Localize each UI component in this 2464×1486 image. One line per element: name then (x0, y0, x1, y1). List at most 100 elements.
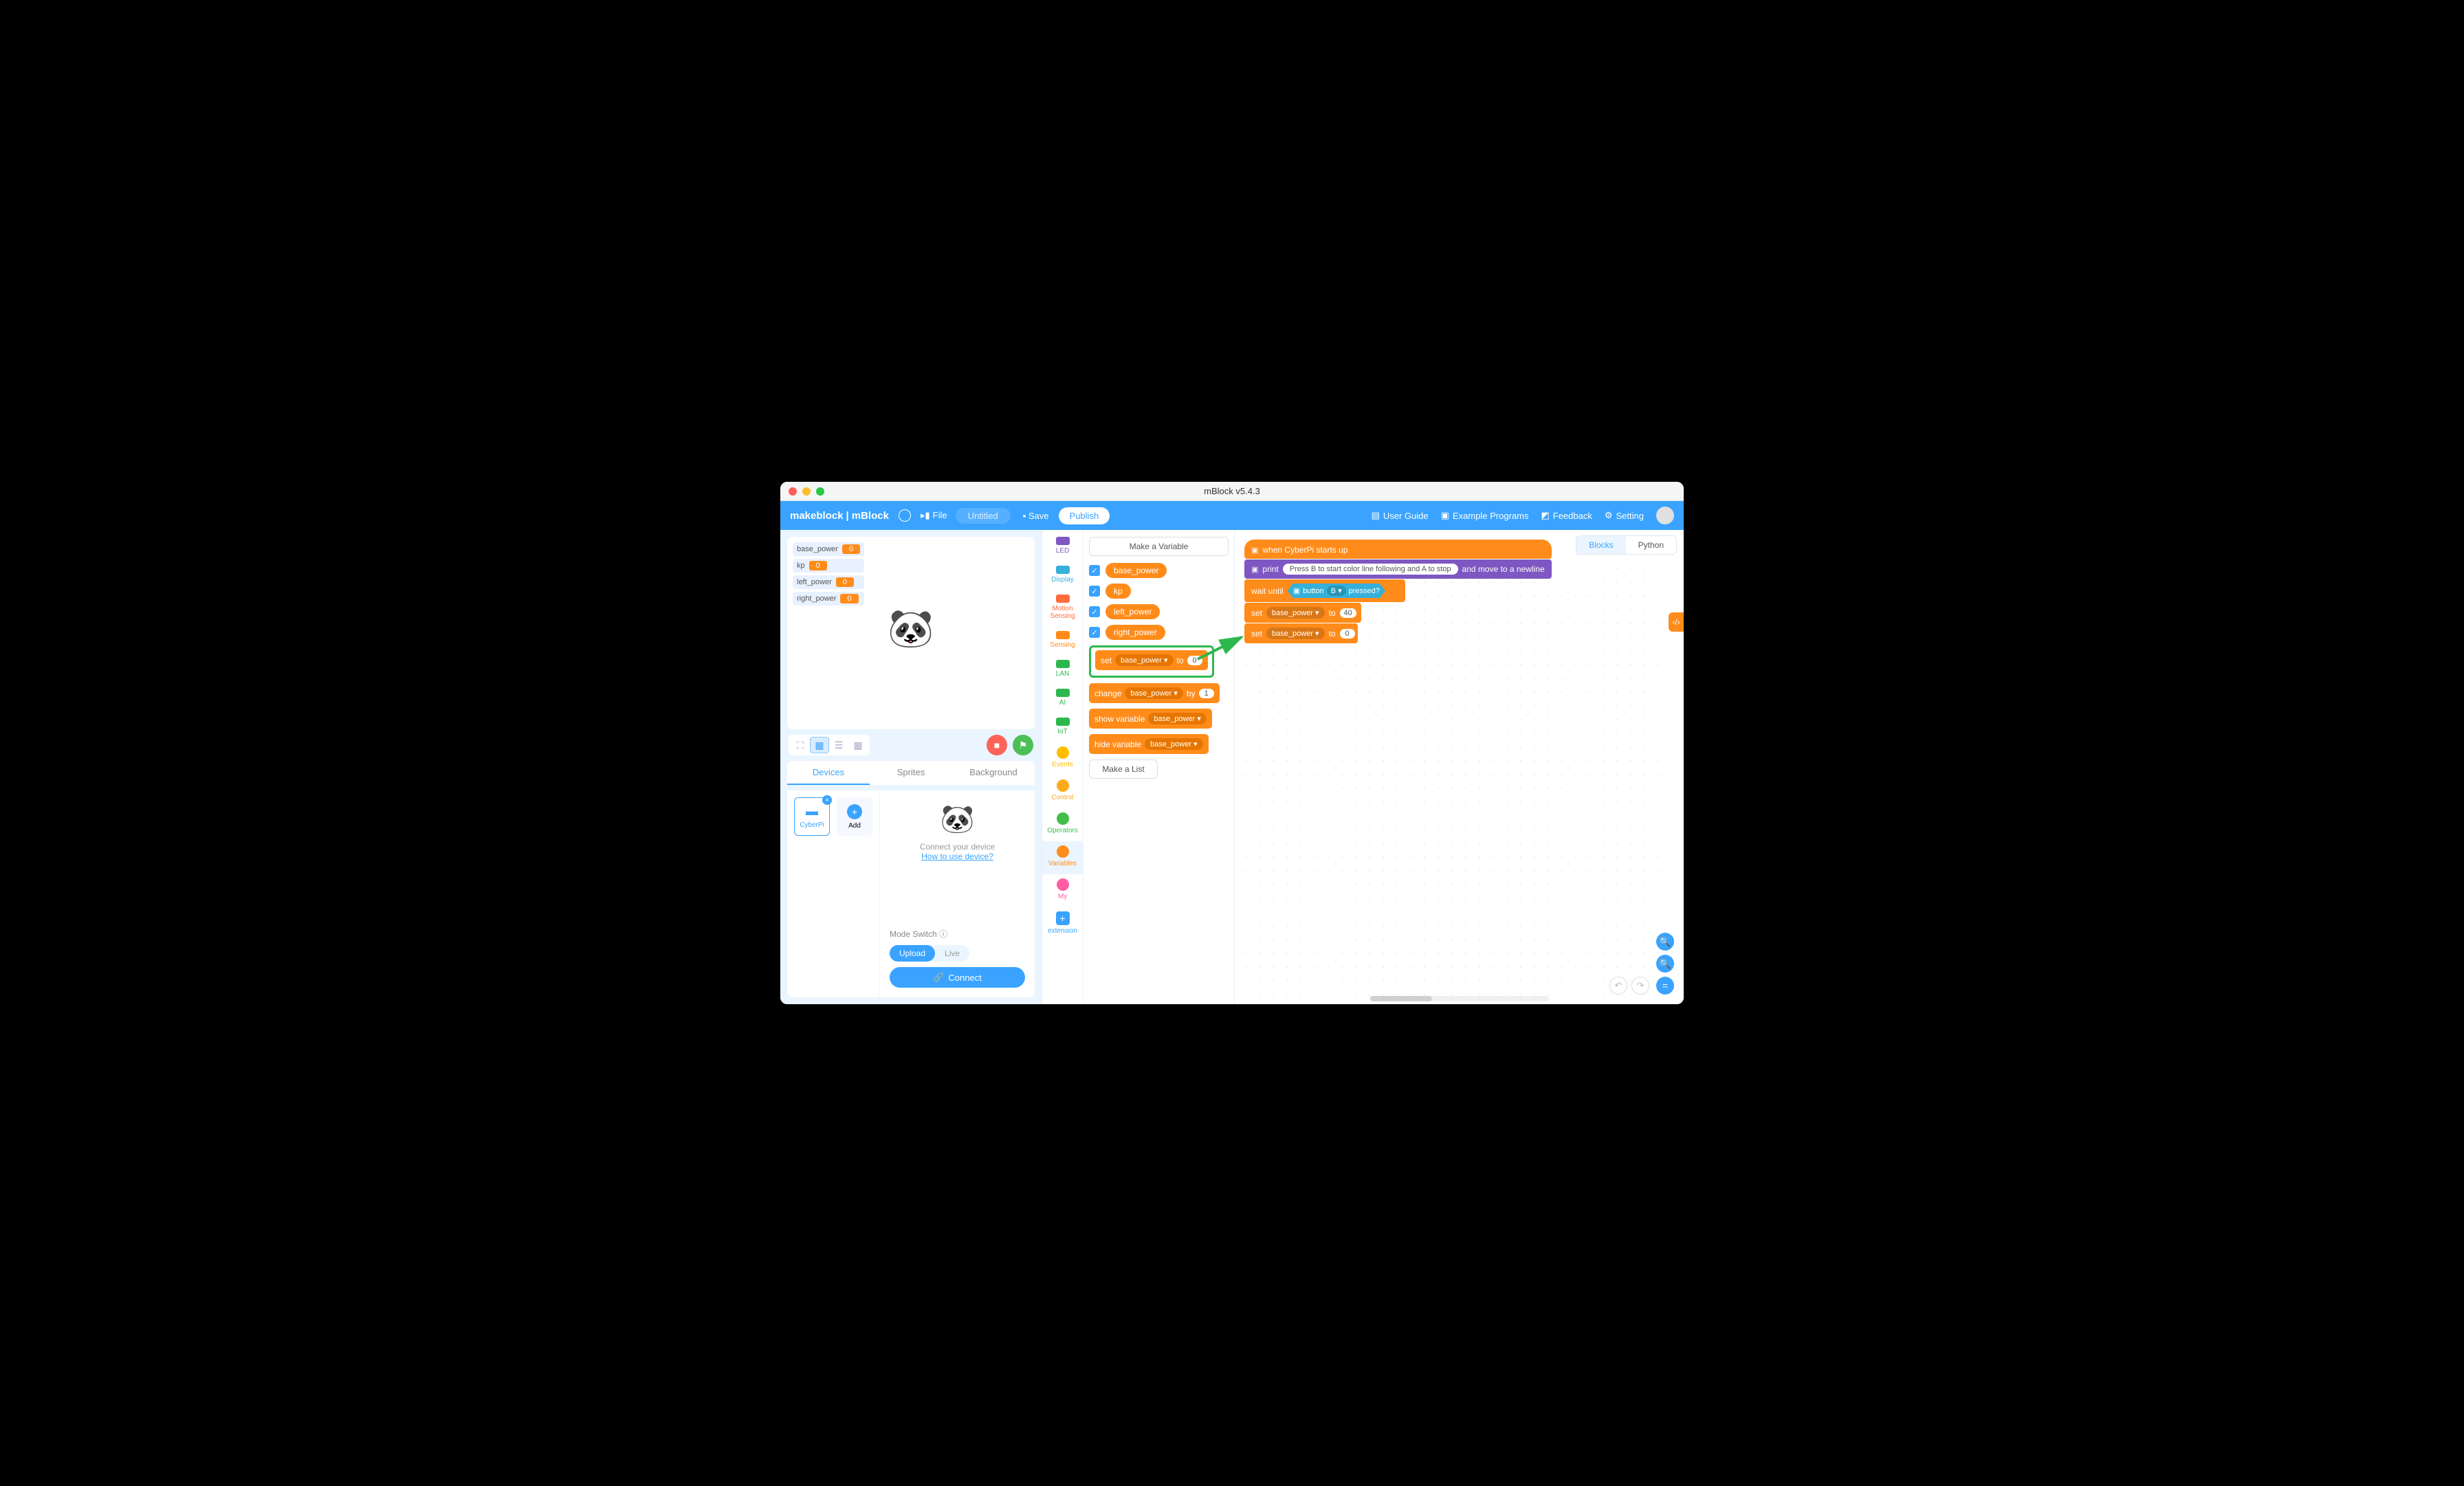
palette-var-row: ✓ left_power (1089, 604, 1229, 619)
hat-block[interactable]: ▣when CyberPi starts up (1244, 540, 1552, 559)
category-my[interactable]: My (1042, 874, 1083, 907)
feedback-link[interactable]: ◩Feedback (1541, 510, 1592, 521)
tab-blocks[interactable]: Blocks (1576, 536, 1625, 554)
setting-link[interactable]: ⚙Setting (1605, 510, 1644, 521)
close-icon[interactable] (789, 487, 797, 496)
blk-op: show variable (1094, 714, 1145, 724)
hide-variable-block[interactable]: hide variable base_power ▾ (1089, 734, 1209, 754)
var-monitor[interactable]: kp0 (793, 559, 864, 573)
var-pill[interactable]: base_power (1106, 563, 1167, 578)
tab-devices[interactable]: Devices (787, 761, 870, 785)
add-device-button[interactable]: + Add (837, 797, 872, 836)
category-motion-sensing[interactable]: Motion Sensing (1042, 590, 1083, 627)
connect-button[interactable]: 🔗Connect (890, 967, 1025, 988)
tab-sprites[interactable]: Sprites (870, 761, 952, 785)
checkbox-icon[interactable]: ✓ (1089, 565, 1100, 576)
fullscreen-icon[interactable]: ⛶ (791, 737, 810, 753)
category-events[interactable]: Events (1042, 742, 1083, 775)
checkbox-icon[interactable]: ✓ (1089, 627, 1100, 638)
view-normal-icon[interactable]: ▦ (810, 737, 829, 753)
make-list-button[interactable]: Make a List (1089, 759, 1158, 779)
examples-link[interactable]: ▣Example Programs (1441, 510, 1529, 521)
brand-makeblock: makeblock (790, 510, 844, 522)
user-guide-link[interactable]: ▤User Guide (1372, 510, 1429, 521)
checkbox-icon[interactable]: ✓ (1089, 586, 1100, 597)
wait-until-block[interactable]: wait until ▣ button B ▾ pressed? (1244, 579, 1405, 602)
blk-var-dropdown[interactable]: base_power ▾ (1266, 628, 1325, 639)
file-menu[interactable]: ▸▮File (921, 510, 947, 521)
category-ai[interactable]: AI (1042, 685, 1083, 713)
device-cyberpi[interactable]: × ▬ CyberPi (794, 797, 830, 836)
maximize-icon[interactable] (816, 487, 824, 496)
print-text-input[interactable]: Press B to start color line following an… (1283, 564, 1458, 575)
blk-op: set (1101, 656, 1112, 665)
show-variable-block[interactable]: show variable base_power ▾ (1089, 709, 1212, 729)
category-label: Events (1052, 761, 1073, 768)
minimize-icon[interactable] (802, 487, 811, 496)
code-drawer-toggle[interactable]: ‹/› (1669, 612, 1684, 632)
blk-value-input[interactable]: 1 (1199, 689, 1214, 698)
mode-toggle[interactable]: Upload Live (890, 945, 969, 962)
category-color-icon (1057, 812, 1069, 825)
blk-var-dropdown[interactable]: base_power ▾ (1266, 607, 1325, 619)
extension-button[interactable]: +extension (1042, 907, 1083, 942)
make-variable-button[interactable]: Make a Variable (1089, 537, 1229, 556)
avatar[interactable] (1656, 507, 1674, 524)
button-pressed-condition[interactable]: ▣ button B ▾ pressed? (1288, 584, 1385, 598)
sprite-panda[interactable]: 🐼 (888, 608, 934, 651)
var-monitor[interactable]: right_power0 (793, 592, 864, 606)
change-variable-block[interactable]: change base_power ▾ by 1 (1089, 683, 1220, 703)
view-grid-icon[interactable]: ▦ (848, 737, 868, 753)
category-lan[interactable]: LAN (1042, 656, 1083, 685)
block-canvas[interactable]: ▣when CyberPi starts up ▣ print Press B … (1235, 530, 1684, 1004)
category-variables[interactable]: Variables (1042, 841, 1083, 874)
tab-background[interactable]: Background (952, 761, 1035, 785)
category-led[interactable]: LED (1042, 533, 1083, 562)
category-display[interactable]: Display (1042, 562, 1083, 590)
save-button[interactable]: ▪ Save (1023, 511, 1049, 521)
var-pill[interactable]: kp (1106, 584, 1131, 599)
green-flag-button[interactable]: ⚑ (1013, 735, 1033, 755)
var-monitor[interactable]: base_power0 (793, 542, 864, 556)
view-list-icon[interactable]: ☰ (829, 737, 848, 753)
set-variable-block[interactable]: set base_power ▾ to 40 (1244, 603, 1361, 623)
blk-value-input[interactable]: 0 (1340, 629, 1355, 639)
set-variable-block[interactable]: set base_power ▾ to 0 (1244, 623, 1358, 643)
blk-value-input[interactable]: 40 (1340, 608, 1356, 618)
zoom-reset-button[interactable]: = (1656, 977, 1674, 995)
zoom-out-button[interactable]: 🔍 (1656, 955, 1674, 973)
blk-var-dropdown[interactable]: base_power ▾ (1115, 654, 1174, 666)
category-operators[interactable]: Operators (1042, 808, 1083, 841)
stop-button[interactable]: ■ (987, 735, 1007, 755)
category-sensing[interactable]: Sensing (1042, 627, 1083, 656)
info-icon[interactable]: ⓘ (939, 929, 947, 939)
blk-var-dropdown[interactable]: base_power ▾ (1125, 687, 1183, 699)
remove-device-icon[interactable]: × (822, 795, 832, 805)
checkbox-icon[interactable]: ✓ (1089, 606, 1100, 617)
var-pill[interactable]: left_power (1106, 604, 1160, 619)
tab-python[interactable]: Python (1626, 536, 1676, 554)
redo-button[interactable]: ↷ (1631, 977, 1649, 995)
button-dropdown[interactable]: B ▾ (1327, 586, 1346, 596)
language-icon[interactable] (899, 509, 911, 522)
plus-icon: + (847, 804, 862, 819)
script-stack[interactable]: ▣when CyberPi starts up ▣ print Press B … (1244, 540, 1552, 643)
horizontal-scrollbar[interactable] (1370, 996, 1549, 1001)
var-monitor[interactable]: left_power0 (793, 575, 864, 589)
undo-button[interactable]: ↶ (1609, 977, 1627, 995)
mode-live[interactable]: Live (935, 945, 969, 962)
print-block[interactable]: ▣ print Press B to start color line foll… (1244, 559, 1552, 579)
blk-var-dropdown[interactable]: base_power ▾ (1145, 738, 1203, 750)
category-iot[interactable]: IoT (1042, 713, 1083, 742)
project-name[interactable]: Untitled (956, 508, 1011, 524)
blk-value-input[interactable]: 0 (1187, 656, 1202, 665)
zoom-in-button[interactable]: 🔍 (1656, 933, 1674, 951)
feedback-label: Feedback (1553, 511, 1592, 521)
mode-upload[interactable]: Upload (890, 945, 935, 962)
var-pill[interactable]: right_power (1106, 625, 1165, 640)
blk-var-dropdown[interactable]: base_power ▾ (1148, 713, 1207, 724)
publish-button[interactable]: Publish (1059, 507, 1110, 524)
howto-link[interactable]: How to use device? (921, 852, 993, 861)
set-variable-block[interactable]: set base_power ▾ to 0 (1095, 650, 1208, 670)
category-control[interactable]: Control (1042, 775, 1083, 808)
